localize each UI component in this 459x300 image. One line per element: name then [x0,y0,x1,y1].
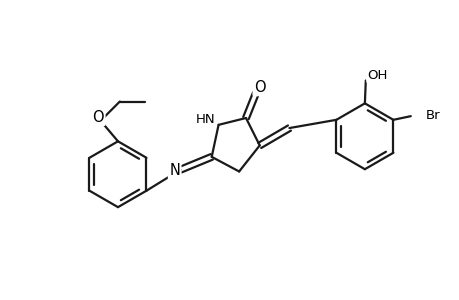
Text: N: N [169,163,180,178]
Text: Br: Br [425,109,439,122]
Text: OH: OH [367,68,387,82]
Text: O: O [92,110,104,124]
Text: HN: HN [196,113,215,126]
Text: O: O [253,80,265,95]
